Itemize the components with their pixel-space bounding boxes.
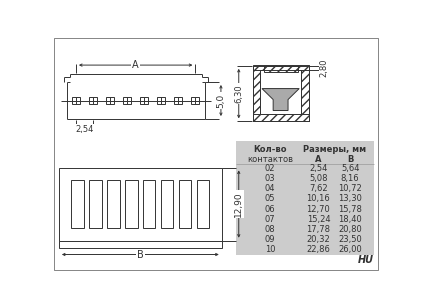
Bar xyxy=(59,167,222,241)
Text: 5,08: 5,08 xyxy=(309,174,327,183)
Bar xyxy=(253,70,260,113)
Bar xyxy=(253,66,308,121)
Text: 17,78: 17,78 xyxy=(306,225,330,234)
Text: 12,70: 12,70 xyxy=(306,205,330,213)
Polygon shape xyxy=(262,88,299,110)
Bar xyxy=(123,97,131,104)
Bar xyxy=(89,180,102,228)
Text: 26,00: 26,00 xyxy=(338,245,362,254)
Bar xyxy=(192,97,199,104)
Text: B: B xyxy=(347,155,353,163)
Text: контактов: контактов xyxy=(247,155,293,163)
Text: 6,30: 6,30 xyxy=(234,84,243,103)
Bar xyxy=(197,180,209,228)
Text: 10,72: 10,72 xyxy=(338,185,362,193)
Text: A: A xyxy=(133,60,139,70)
Text: 5,64: 5,64 xyxy=(341,164,360,173)
Text: 06: 06 xyxy=(265,205,276,213)
Text: 15,78: 15,78 xyxy=(338,205,362,213)
Text: 20,32: 20,32 xyxy=(306,235,330,244)
Bar xyxy=(235,141,373,254)
Bar xyxy=(260,70,301,113)
Text: 08: 08 xyxy=(265,225,276,234)
Bar xyxy=(301,70,308,113)
Text: 8,16: 8,16 xyxy=(341,174,360,183)
Text: 15,24: 15,24 xyxy=(307,215,330,224)
Bar xyxy=(71,180,84,228)
Text: 2,54: 2,54 xyxy=(76,125,94,134)
Text: 22,86: 22,86 xyxy=(306,245,330,254)
Text: 10,16: 10,16 xyxy=(306,195,330,203)
Text: 04: 04 xyxy=(265,185,276,193)
Bar xyxy=(253,113,308,121)
Bar xyxy=(59,241,222,248)
Text: B: B xyxy=(137,249,144,260)
Text: 02: 02 xyxy=(265,164,276,173)
Bar xyxy=(179,180,191,228)
Bar xyxy=(253,65,308,70)
Text: 03: 03 xyxy=(265,174,276,183)
Text: 23,50: 23,50 xyxy=(338,235,362,244)
Text: 2,80: 2,80 xyxy=(319,59,328,77)
Bar xyxy=(106,97,114,104)
Text: 18,40: 18,40 xyxy=(338,215,362,224)
Text: 13,30: 13,30 xyxy=(338,195,362,203)
Bar xyxy=(143,180,155,228)
Bar xyxy=(72,97,80,104)
Bar xyxy=(264,66,298,72)
Text: 09: 09 xyxy=(265,235,276,244)
Text: 12,90: 12,90 xyxy=(234,191,243,217)
Text: 20,80: 20,80 xyxy=(338,225,362,234)
Bar xyxy=(141,97,148,104)
Bar xyxy=(125,180,138,228)
Text: Размеры, мм: Размеры, мм xyxy=(303,145,366,154)
Bar xyxy=(253,66,308,121)
Text: 05: 05 xyxy=(265,195,276,203)
Bar xyxy=(157,97,165,104)
Bar xyxy=(107,180,119,228)
Text: HU: HU xyxy=(357,255,373,265)
Bar xyxy=(174,97,182,104)
Text: 5,0: 5,0 xyxy=(216,93,225,108)
Text: 10: 10 xyxy=(265,245,276,254)
Text: A: A xyxy=(315,155,322,163)
Bar xyxy=(89,97,97,104)
Text: 2,54: 2,54 xyxy=(309,164,327,173)
Text: Кол-во: Кол-во xyxy=(253,145,287,154)
Bar xyxy=(161,180,173,228)
Text: 07: 07 xyxy=(265,215,276,224)
Text: 7,62: 7,62 xyxy=(309,185,328,193)
Bar xyxy=(260,70,301,113)
